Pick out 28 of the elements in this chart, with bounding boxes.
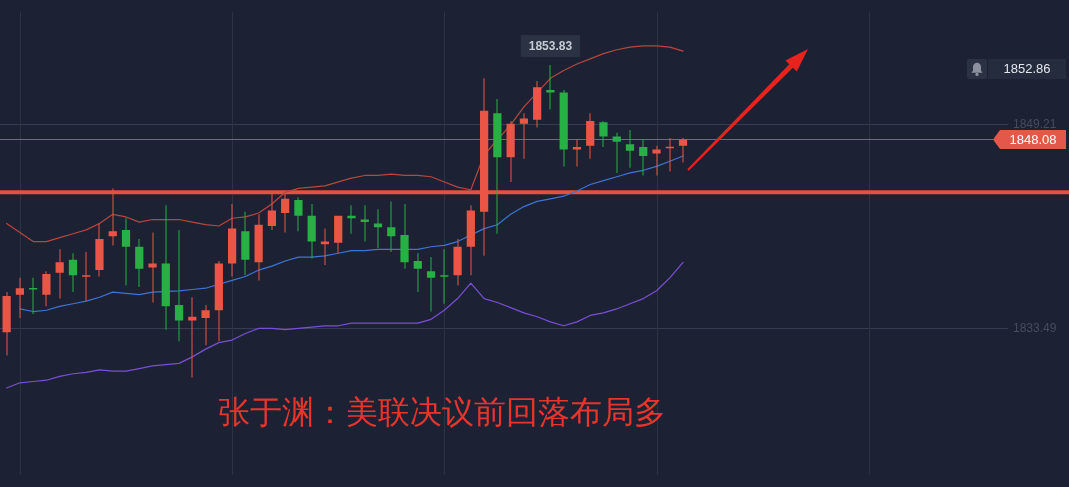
annotation: 1853.83: [528, 38, 573, 53]
candlestick: [42, 271, 51, 307]
candlestick: [387, 201, 396, 252]
candlestick: [15, 277, 25, 319]
candlestick: [625, 130, 635, 168]
candlestick: [599, 121, 608, 147]
candlestick: [148, 232, 157, 303]
candlestick: [174, 229, 184, 342]
candlestick: [82, 251, 91, 302]
candlestick: [29, 277, 38, 315]
candlestick: [546, 64, 555, 110]
candlestick: [373, 209, 383, 249]
candlestick: [612, 132, 621, 173]
candlestick: [55, 249, 64, 299]
candlestick: [188, 297, 197, 378]
candlestick: [453, 238, 462, 286]
candlestick: [347, 205, 356, 234]
candlestick: [201, 305, 210, 346]
ref-line-label: 1848.08: [1009, 131, 1057, 147]
candlestick: [121, 218, 131, 286]
candlestick: [440, 249, 449, 304]
candlestick: [413, 253, 422, 293]
candlestick: [95, 223, 104, 277]
text: 张于渊：美联决议前回落布局多: [218, 393, 666, 430]
annotation: 1852.86: [1003, 61, 1051, 77]
candlestick: [426, 257, 436, 312]
candlestick: [400, 203, 409, 269]
candlestick: [294, 197, 303, 232]
